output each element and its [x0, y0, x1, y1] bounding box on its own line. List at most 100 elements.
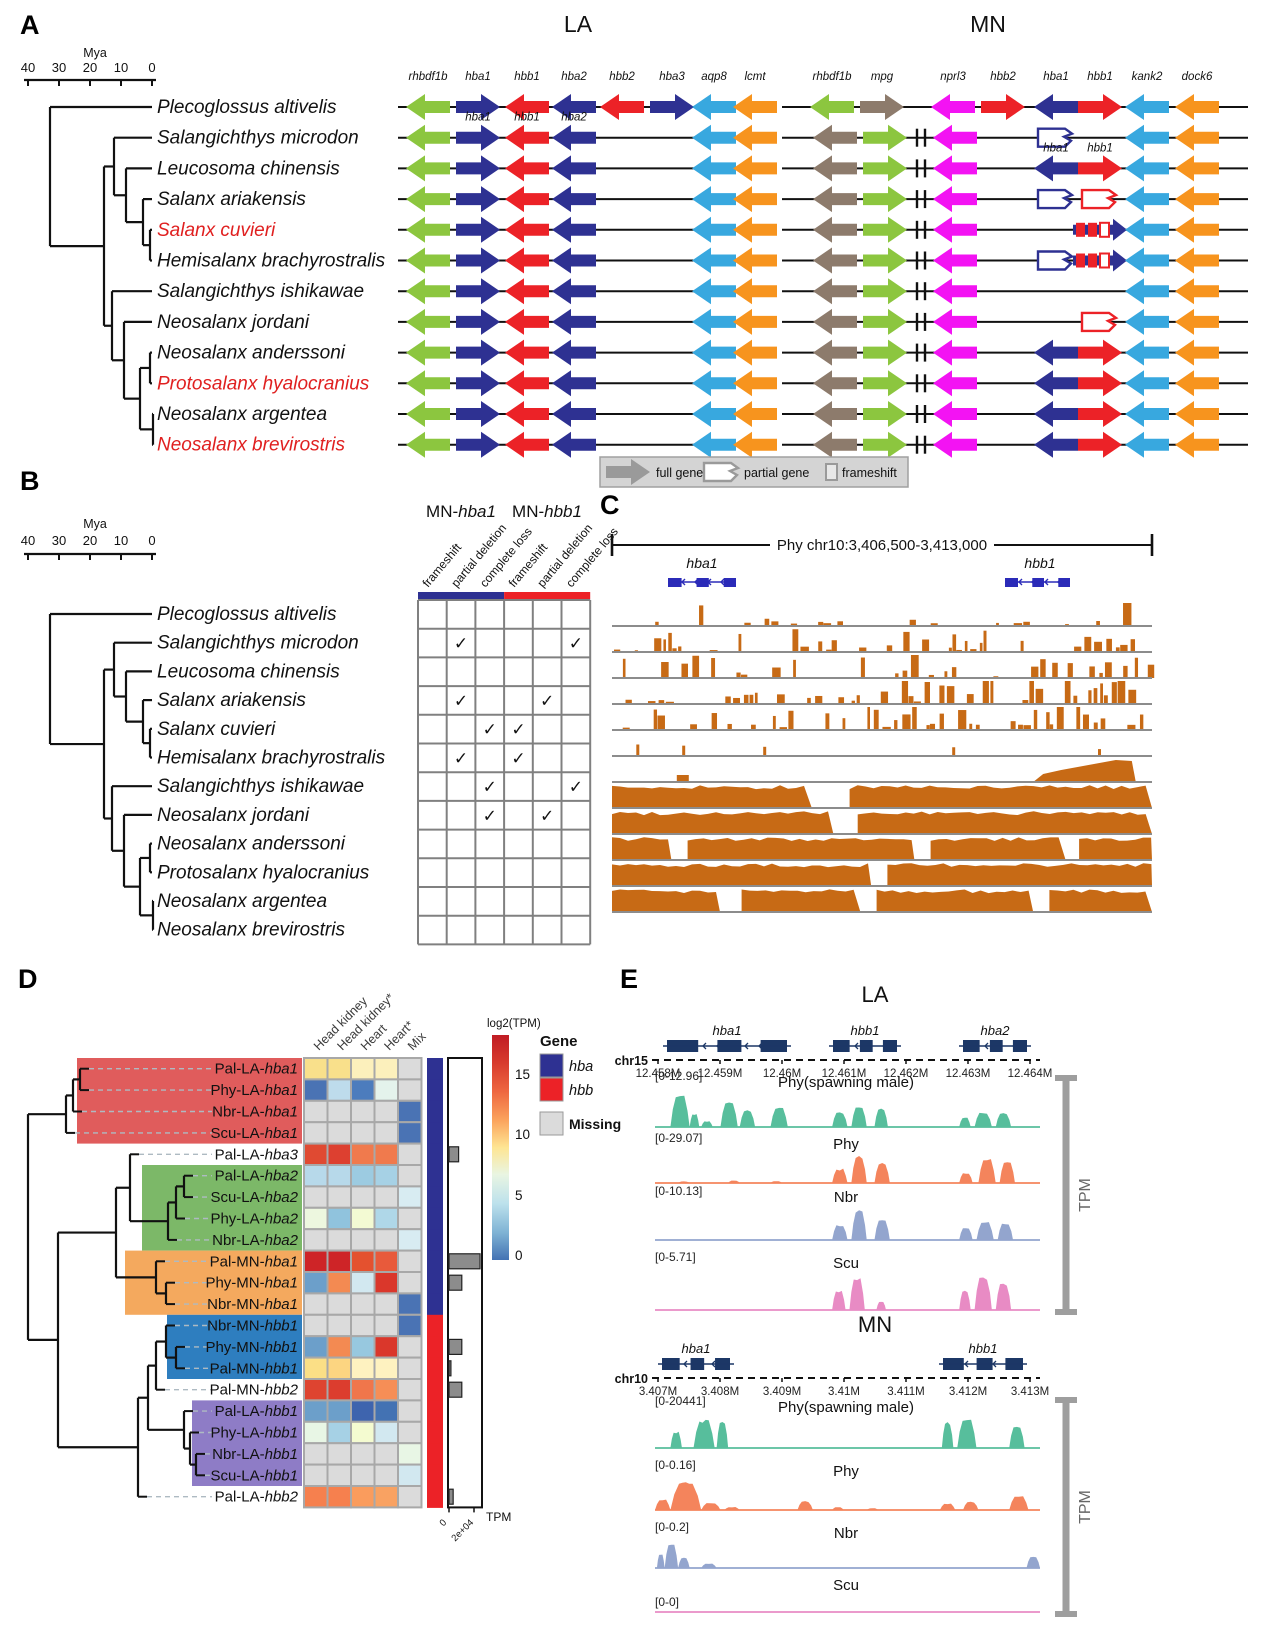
heatmap-row-label: Pal-LA-hba1: [215, 1061, 298, 1078]
heat-cell: [303, 1485, 329, 1509]
gene-arrow: [456, 401, 500, 427]
gene-partial-outline: [1036, 250, 1075, 271]
coverage-bar: [926, 725, 930, 730]
coverage-bar: [614, 649, 621, 652]
gene-arrow: [1125, 431, 1169, 458]
species-name: Neosalanx anderssoni: [157, 343, 346, 364]
axis-tick-label: 3.408M: [701, 1386, 739, 1398]
coverage-bar: [1046, 712, 1050, 730]
heat-cell: [326, 1399, 352, 1423]
mn-gene-rhbdf1b: [813, 216, 857, 243]
coverage-track-e: [670, 1419, 1025, 1448]
species-name: Salanx cuvieri: [157, 220, 276, 241]
mn-gene-rhbdf1b: [813, 431, 857, 458]
la-gene-aqp8: [692, 308, 736, 335]
mn-gene-dock6: [1175, 339, 1219, 366]
heat-cell: [326, 1249, 352, 1273]
la-gene-aqp8: [692, 155, 736, 182]
mn-gene-rhbdf1b: [813, 278, 857, 305]
gene-arrow: [1078, 401, 1122, 427]
coverage-peak: [978, 1159, 996, 1183]
mya-tick-label: 30: [52, 533, 66, 548]
chrom-label: chr15: [615, 1054, 648, 1068]
la-gene-hba2: [552, 155, 596, 182]
coverage-bar: [902, 670, 908, 678]
coverage-bar: [856, 695, 860, 704]
heatmap-row-label: Scu-LA-hba2: [210, 1189, 298, 1206]
legend-hbb-label: hbb: [569, 1083, 593, 1099]
la-gene-lcmt: [733, 216, 777, 243]
mn-gene-mpg: [863, 370, 907, 397]
gene-arrow: [406, 308, 450, 335]
la-gene-hba2: [552, 124, 596, 151]
frameshift-box: [1088, 253, 1097, 268]
coverage-peak: [832, 1290, 846, 1310]
mn-gene-dock6: [1175, 186, 1219, 213]
la-gene-hba1: [456, 124, 500, 151]
range-label: [0-5.71]: [655, 1250, 696, 1264]
gene-arrow: [733, 401, 777, 427]
gene-arrow: [692, 94, 736, 120]
gene-arrow: [733, 308, 777, 335]
coverage-bar: [948, 647, 952, 652]
la-gene-hba1: [456, 278, 500, 305]
coverage-bar: [1120, 644, 1128, 652]
heat-cell-missing: [326, 1463, 352, 1487]
mn-gene-dock6: [1175, 431, 1219, 458]
gene-arrow: [813, 339, 857, 366]
gene-class-bar: [427, 1336, 443, 1359]
coverage-bar: [711, 713, 718, 730]
coverage-bar: [939, 685, 945, 704]
coverage-peak: [739, 1110, 756, 1127]
axis-tick-label: 3.41M: [828, 1386, 860, 1398]
range-label: [0-0.2]: [655, 1520, 689, 1534]
gene-arrow: [733, 94, 777, 120]
la-gene-hba2: [552, 370, 596, 397]
mn-gene-label: rhbdf1b: [812, 71, 852, 83]
heat-cell-missing: [326, 1185, 352, 1209]
gene-arrow: [1078, 370, 1122, 397]
coverage-bar: [930, 623, 938, 626]
heatmap-row-label: Pal-LA-hbb1: [215, 1403, 298, 1420]
e-la-title: LA: [862, 982, 889, 1007]
la-gene-label: hba2: [561, 71, 587, 83]
heatmap-row-label: Pal-MN-hbb1: [210, 1360, 298, 1377]
heat-cell: [350, 1164, 376, 1188]
mya-tick-label: 10: [114, 60, 128, 75]
axis-tick-label: 12.463M: [946, 1068, 991, 1080]
coverage-block: [1049, 889, 1152, 912]
mn-gene-hba1: [1036, 250, 1075, 271]
coverage-bar: [982, 681, 989, 704]
coverage-bar: [1056, 707, 1064, 730]
mn-gene-hbb1: [1078, 431, 1122, 458]
la-gene-rhbdf1b: [406, 278, 450, 305]
legend-partial-gene-label: partial gene: [744, 466, 809, 480]
heatmap-row-label: Phy-LA-hbb1: [210, 1425, 298, 1442]
gene-arrow: [933, 401, 977, 427]
tpm-tick-label: 0: [438, 1517, 450, 1529]
coverage-bar: [969, 723, 973, 730]
coverage-bar: [1115, 647, 1120, 652]
mn-gene-nprl3: [933, 155, 977, 182]
heat-cell: [326, 1378, 352, 1402]
gene-arrow: [813, 186, 857, 213]
coverage-track-c: [612, 785, 1152, 808]
heat-cell-missing: [373, 1228, 399, 1252]
gene-class-bar: [427, 1122, 443, 1145]
coverage-bar: [622, 658, 626, 678]
coverage-bar: [1098, 749, 1101, 756]
heat-cell: [397, 1313, 423, 1338]
coverage-bar: [818, 621, 824, 626]
coverage-bar: [1117, 681, 1126, 704]
coverage-block: [887, 863, 1152, 886]
gene-arrow: [1034, 401, 1078, 427]
mn-gene-rhbdf1b: [813, 370, 857, 397]
heatmap-row-label: Scu-LA-hbb1: [210, 1467, 298, 1484]
coverage-bar: [886, 645, 893, 652]
heat-cell: [397, 1292, 423, 1316]
la-gene-hbb1: [505, 431, 549, 458]
coverage-bar: [793, 659, 796, 678]
checkmark: ✓: [511, 749, 525, 768]
cluster-block-purple: [192, 1400, 302, 1486]
